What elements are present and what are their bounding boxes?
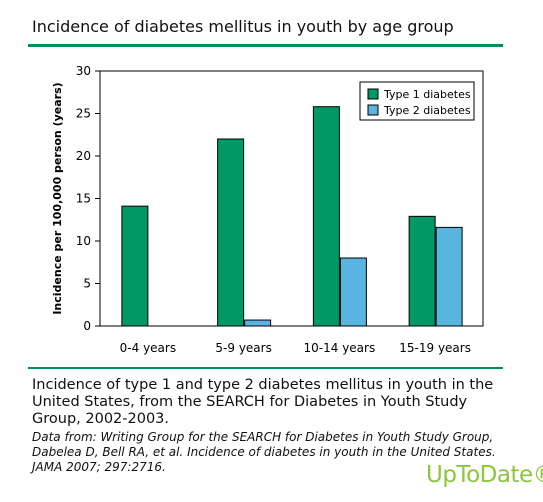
- bar-chart: 0 5 10 15 20 25 30 Incidence per 100,000 person…: [51, 64, 484, 355]
- caption-divider: [28, 367, 503, 369]
- y-tick-label: 0: [83, 319, 91, 333]
- x-tick-label: 10-14 years: [304, 341, 376, 355]
- legend-box: [359, 81, 475, 121]
- bar-type1: [408, 215, 436, 327]
- x-tick-label: 0-4 years: [120, 341, 176, 355]
- x-tick-label: 15-19 years: [399, 341, 471, 355]
- figure-caption: Incidence of type 1 and type 2 diabetes …: [32, 377, 494, 427]
- legend-swatch: [367, 104, 379, 116]
- bar-type1: [312, 106, 340, 327]
- chart-title: Incidence of diabetes mellitus in youth …: [32, 17, 454, 36]
- x-tick-label: 5-9 years: [215, 341, 271, 355]
- title-divider: [28, 44, 503, 47]
- y-tick-label: 20: [76, 149, 91, 163]
- bar-type2: [435, 226, 463, 327]
- legend-label: Type 1 diabetes: [383, 88, 471, 101]
- legend-swatch: [367, 88, 379, 100]
- y-tick-label: 30: [76, 64, 91, 78]
- y-tick-label: 15: [76, 192, 91, 206]
- y-tick-label: 10: [76, 234, 91, 248]
- uptodate-logo: UpToDate®: [426, 462, 543, 488]
- y-tick-label: 5: [83, 277, 91, 291]
- data-source-note: Data from: Writing Group for the SEARCH …: [32, 430, 496, 474]
- bar-type2: [339, 257, 367, 327]
- y-axis-label: Incidence per 100,000 person (years): [51, 82, 64, 314]
- bar-type1: [217, 138, 245, 327]
- bar-type2: [244, 319, 272, 327]
- y-tick-label: 25: [76, 107, 91, 121]
- legend-label: Type 2 diabetes: [383, 104, 471, 117]
- bar-type1: [121, 205, 149, 327]
